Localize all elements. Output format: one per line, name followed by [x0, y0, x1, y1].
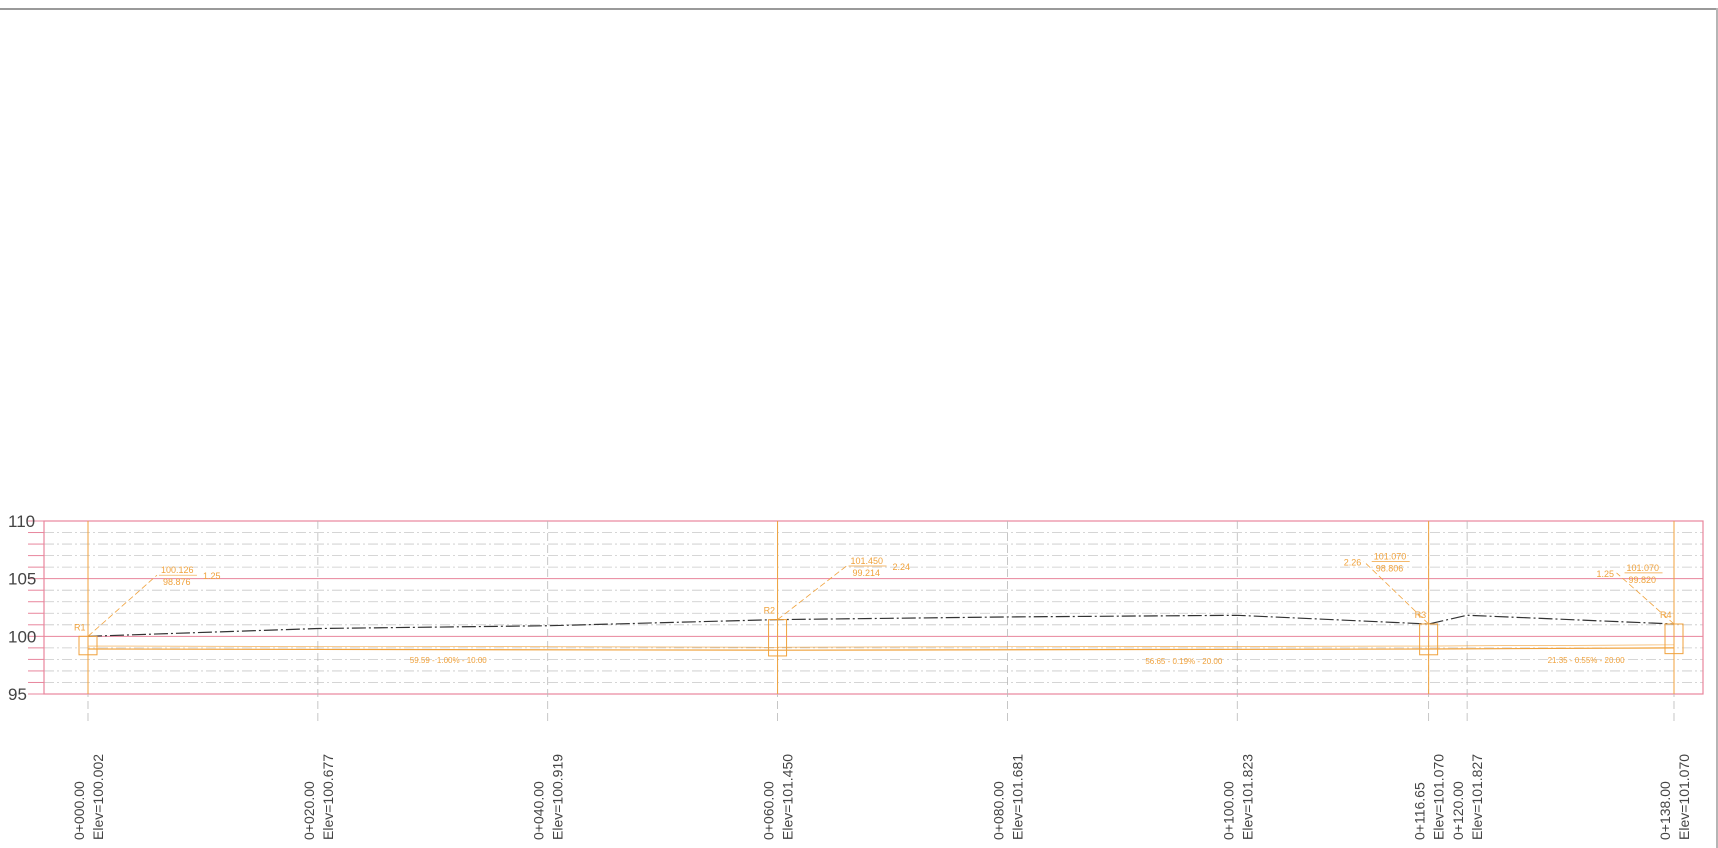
callout-leader — [1616, 572, 1675, 625]
station-label: 0+060.00 — [761, 781, 777, 840]
grid-layer — [28, 520, 1704, 695]
station-elev-label: Elev=101.681 — [1009, 754, 1025, 840]
pipe-invert-line — [1428, 647, 1675, 650]
station-elev-label: Elev=101.823 — [1239, 754, 1255, 840]
station-label: 0+020.00 — [301, 781, 317, 840]
callout-top-elev: 101.070 — [1627, 563, 1660, 573]
callout-top-elev: 101.070 — [1374, 551, 1407, 561]
station-label: 0+138.00 — [1657, 781, 1673, 840]
station-label: 0+116.65 — [1412, 782, 1428, 840]
window-top-border — [0, 8, 1718, 10]
pipe-label: 59.59 - 1.00% - 10.00 — [410, 656, 487, 665]
station-elev-label: Elev=101.070 — [1676, 754, 1692, 840]
y-tick-label: 110 — [8, 512, 35, 531]
station-labels: 0+000.00 Elev=100.002 0+020.00 Elev=100.677… — [71, 754, 1692, 840]
pipe-crown-line — [1428, 644, 1675, 647]
station-label: 0+040.00 — [531, 781, 547, 840]
ground-profile-layer — [87, 614, 1675, 637]
station-elev-label: Elev=101.070 — [1431, 754, 1447, 840]
station-elev-label: Elev=100.002 — [90, 754, 106, 840]
station-elev-label: Elev=101.827 — [1469, 754, 1485, 840]
y-axis: 110 105 100 95 — [8, 512, 36, 704]
pipe-label: 21.35 - 0.55% - 20.00 — [1548, 656, 1625, 665]
structure-label: R2 — [764, 606, 776, 616]
callout-leader — [1363, 561, 1429, 625]
callout-side-value: 1.25 — [203, 571, 221, 581]
callout-bottom-elev: 99.214 — [853, 568, 881, 578]
station-label: 0+000.00 — [71, 781, 87, 840]
station-elev-label: Elev=100.919 — [550, 754, 566, 840]
structure-label: R3 — [1415, 610, 1427, 620]
callout-leader — [87, 574, 158, 637]
window-right-border — [1716, 8, 1718, 848]
callout-side-value: 2.26 — [1344, 557, 1362, 567]
station-elev-label: Elev=101.450 — [780, 754, 796, 840]
structures-layer: R1 R2 R3 R4 — [74, 521, 1684, 694]
callout-top-elev: 101.450 — [851, 556, 884, 566]
pipe-invert-line — [777, 648, 1429, 651]
pipe-crown-line — [777, 645, 1429, 648]
station-elev-label: Elev=100.677 — [320, 754, 336, 840]
pipe-layer: 59.59 - 1.00% - 10.00 56.65 - 0.19% - 20.… — [87, 644, 1675, 666]
y-tick-label: 95 — [8, 685, 27, 704]
y-tick-label: 100 — [8, 627, 36, 646]
callout-top-elev: 100.126 — [161, 565, 194, 575]
plot-frame — [43, 520, 1704, 695]
structure-label: R4 — [1660, 610, 1672, 620]
callouts-layer: 100.126 98.876 1.25 101.450 99.214 2.24 101.07… — [87, 551, 1675, 637]
callout-bottom-elev: 98.876 — [163, 577, 191, 587]
station-label: 0+080.00 — [990, 781, 1006, 840]
callout-side-value: 2.24 — [893, 562, 911, 572]
pipe-crown-line — [87, 645, 778, 648]
callout-leader — [777, 565, 847, 620]
station-label: 0+120.00 — [1450, 781, 1466, 840]
callout-bottom-elev: 98.806 — [1376, 563, 1404, 573]
structure-label: R1 — [74, 622, 86, 632]
pipe-label: 56.65 - 0.19% - 20.00 — [1145, 657, 1222, 666]
y-tick-label: 105 — [8, 570, 36, 589]
callout-side-value: 1.25 — [1597, 569, 1615, 579]
pipe-invert-line — [87, 648, 778, 651]
callout-bottom-elev: 99.820 — [1629, 575, 1657, 585]
station-label: 0+100.00 — [1220, 781, 1236, 840]
ground-profile-line — [87, 614, 1675, 637]
